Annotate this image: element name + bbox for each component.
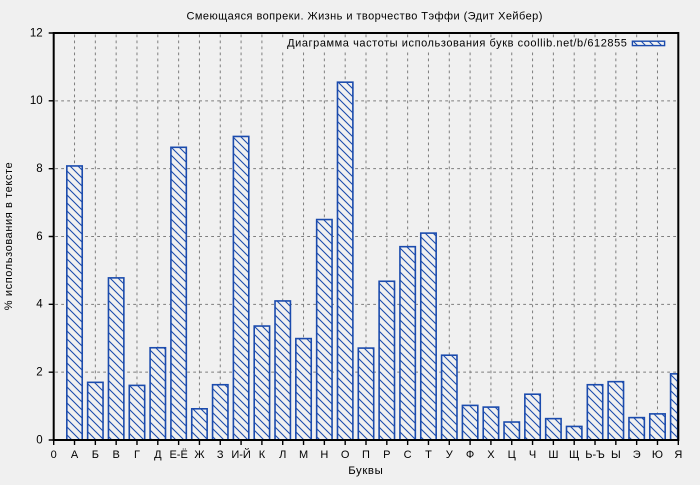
svg-text:Л: Л (279, 449, 286, 461)
svg-text:Т: Т (425, 449, 432, 461)
svg-text:Э: Э (633, 449, 641, 461)
svg-text:4: 4 (36, 299, 43, 311)
svg-text:6: 6 (36, 231, 42, 243)
svg-text:С: С (404, 449, 412, 461)
svg-text:12: 12 (30, 27, 43, 39)
svg-text:Ю: Ю (652, 449, 663, 461)
svg-text:Р: Р (383, 449, 390, 461)
svg-text:М: М (299, 449, 308, 461)
svg-text:Диаграмма частоты использовани: Диаграмма частоты использования букв coo… (287, 37, 627, 49)
svg-text:Ч: Ч (529, 449, 536, 461)
svg-text:Ш: Ш (548, 449, 558, 461)
svg-text:0: 0 (51, 449, 57, 461)
svg-text:Ь-Ъ: Ь-Ъ (585, 449, 605, 461)
svg-text:Д: Д (154, 449, 162, 461)
svg-text:З: З (217, 449, 224, 461)
svg-text:О: О (341, 449, 350, 461)
svg-text:Буквы: Буквы (348, 465, 383, 477)
svg-text:Я: Я (674, 449, 682, 461)
svg-text:Х: Х (487, 449, 495, 461)
svg-text:2: 2 (36, 367, 42, 379)
svg-text:А: А (71, 449, 79, 461)
svg-text:% использования в тексте: % использования в тексте (3, 162, 15, 310)
svg-text:П: П (362, 449, 370, 461)
svg-text:Г: Г (134, 449, 140, 461)
svg-text:Ц: Ц (508, 449, 516, 461)
svg-text:Смеющаяся вопреки. Жизнь и тво: Смеющаяся вопреки. Жизнь и творчество Тэ… (187, 11, 543, 23)
svg-text:К: К (259, 449, 266, 461)
svg-text:0: 0 (36, 434, 42, 446)
svg-text:Ф: Ф (466, 449, 474, 461)
svg-text:Н: Н (320, 449, 328, 461)
svg-text:В: В (112, 449, 119, 461)
svg-text:Щ: Щ (569, 449, 579, 461)
svg-text:У: У (446, 449, 454, 461)
svg-text:Ж: Ж (194, 449, 204, 461)
svg-text:10: 10 (30, 95, 43, 107)
svg-text:Ы: Ы (611, 449, 621, 461)
svg-text:Е-Ё: Е-Ё (169, 449, 187, 461)
svg-text:И-Й: И-Й (231, 448, 250, 461)
svg-text:8: 8 (36, 163, 42, 175)
svg-text:Б: Б (92, 449, 99, 461)
